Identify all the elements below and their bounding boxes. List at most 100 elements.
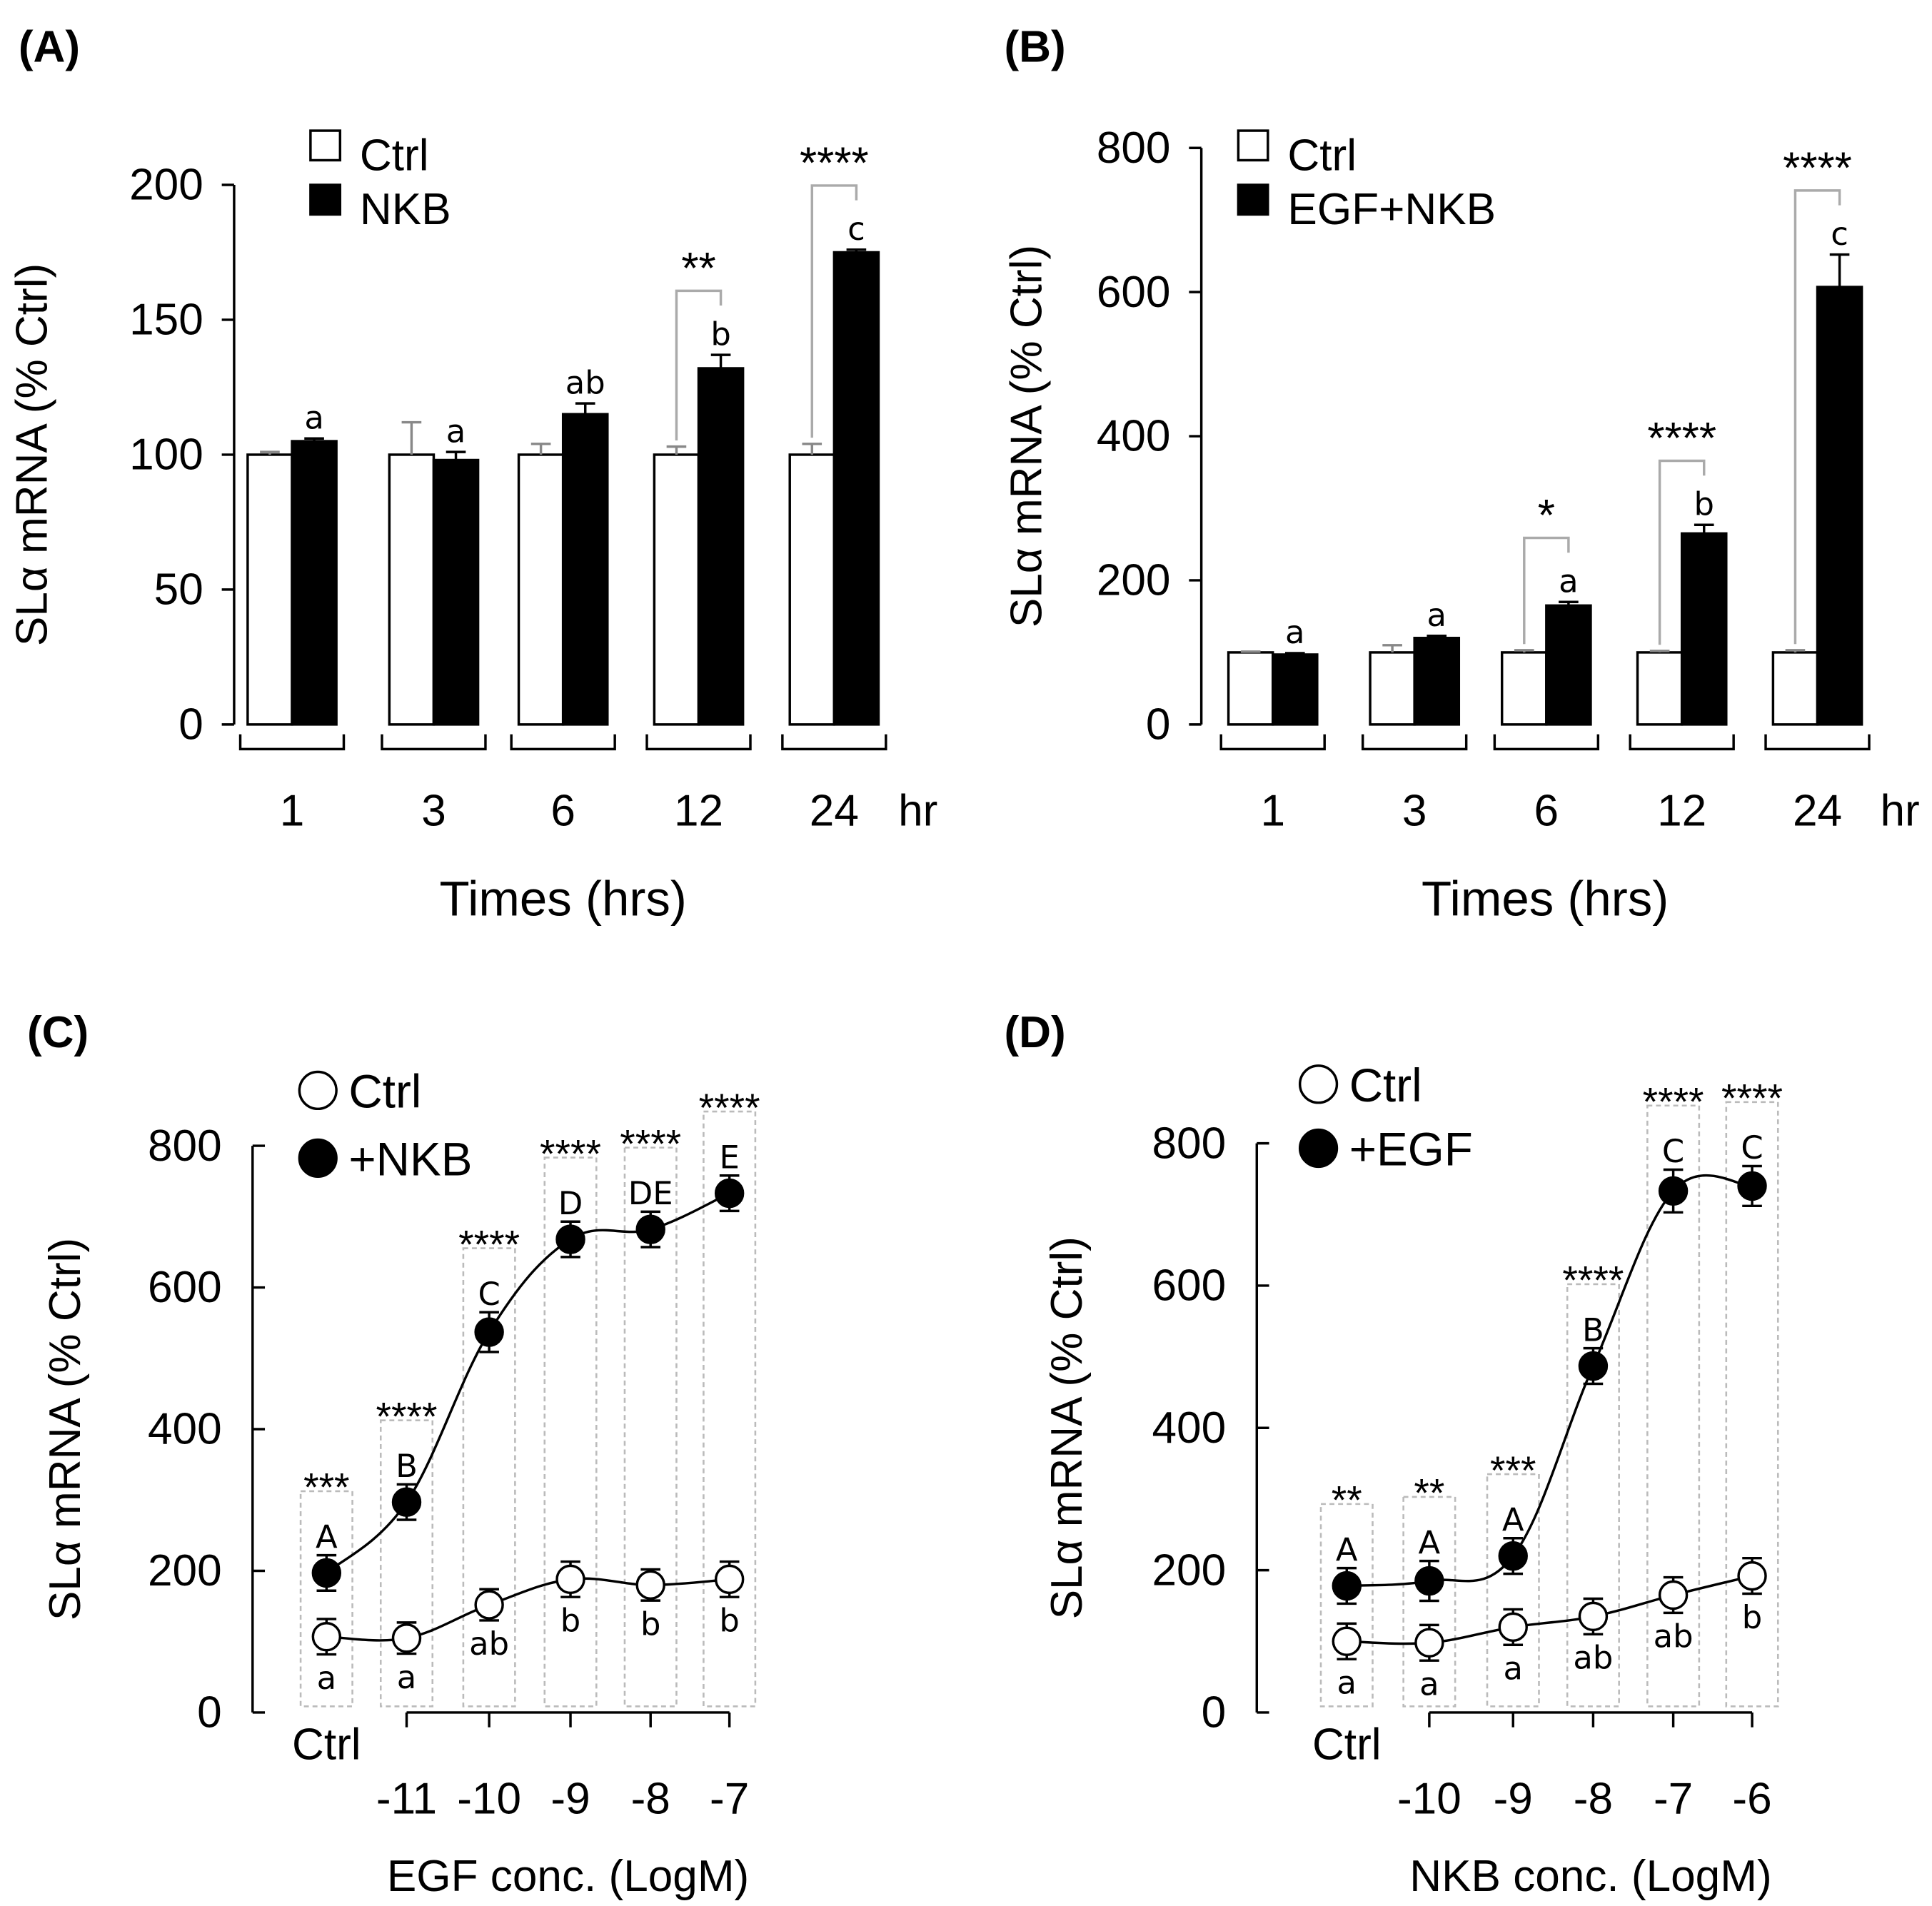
group-letter-lower: ab xyxy=(1573,1639,1613,1677)
error-bar xyxy=(1382,644,1402,652)
x-group-bracket xyxy=(381,734,487,751)
point-ctrl xyxy=(635,1570,665,1600)
group-letter-upper: B xyxy=(1582,1311,1604,1348)
significance-stars: **** xyxy=(540,1131,601,1176)
group-box xyxy=(1402,1496,1456,1708)
group-letter-lower: a xyxy=(1419,1665,1439,1703)
legend-label: Ctrl xyxy=(348,1066,421,1118)
x-tick-label: 1 xyxy=(280,786,305,835)
legend-label: EGF+NKB xyxy=(1287,185,1496,234)
significance-bracket xyxy=(1793,189,1841,645)
significance-stars: **** xyxy=(800,139,869,188)
group-letter-lower: b xyxy=(560,1602,580,1640)
group-box xyxy=(703,1110,757,1708)
y-axis-label: SLα mRNA (% Ctrl) xyxy=(1002,245,1051,627)
error-bar xyxy=(1559,600,1579,606)
x-group-bracket xyxy=(1219,734,1326,751)
error-bar xyxy=(1785,649,1806,652)
significance-bracket xyxy=(675,289,723,440)
point-ctrl xyxy=(474,1590,504,1620)
error-bar xyxy=(1514,649,1534,652)
error-bar xyxy=(530,443,551,455)
x-tick-label-ctrl: Ctrl xyxy=(1312,1720,1382,1770)
x-tick-label: -6 xyxy=(1732,1774,1771,1823)
x-tick-label: -8 xyxy=(1574,1774,1613,1823)
bar-treated xyxy=(697,367,745,726)
y-tick-label: 0 xyxy=(1202,1688,1227,1738)
group-letter-upper: C xyxy=(1662,1132,1684,1170)
bar-ctrl xyxy=(517,453,565,726)
x-group-bracket xyxy=(510,734,616,751)
group-letter-upper: C xyxy=(1741,1129,1763,1166)
group-letter: a xyxy=(1559,562,1579,600)
point-treated xyxy=(1658,1176,1689,1206)
point-treated xyxy=(311,1558,342,1588)
significance-stars: *** xyxy=(303,1466,349,1510)
group-letter-upper: DE xyxy=(628,1174,673,1212)
panel-label: (A) xyxy=(19,22,80,71)
group-letter-lower: b xyxy=(719,1602,739,1640)
group-letter-upper: B xyxy=(396,1447,418,1485)
legend-marker-treated xyxy=(1298,1128,1339,1169)
x-unit-label: hr xyxy=(898,786,937,835)
error-bar xyxy=(802,443,822,455)
point-treated xyxy=(1332,1570,1362,1601)
legend-label: NKB xyxy=(360,185,451,234)
group-letter-lower: ab xyxy=(1654,1618,1694,1655)
y-tick-label: 600 xyxy=(148,1263,222,1312)
significance-stars: **** xyxy=(699,1086,760,1130)
legend-label: Ctrl xyxy=(360,131,429,180)
x-tick-label: 24 xyxy=(1793,786,1842,835)
legend-label: Ctrl xyxy=(1287,131,1357,180)
legend-marker-ctrl xyxy=(298,1070,338,1111)
point-ctrl xyxy=(1332,1626,1362,1656)
group-letter: a xyxy=(446,412,466,450)
bar-ctrl xyxy=(1369,651,1416,726)
group-box xyxy=(1725,1101,1779,1708)
x-tick-label: -7 xyxy=(1654,1774,1693,1823)
point-ctrl xyxy=(1414,1628,1444,1658)
group-letter-lower: b xyxy=(1742,1598,1762,1636)
bar-treated xyxy=(1413,636,1461,726)
y-tick-label: 0 xyxy=(197,1688,222,1738)
error-bar xyxy=(1427,634,1447,638)
group-letter-upper: A xyxy=(1336,1531,1358,1568)
point-treated xyxy=(635,1214,665,1244)
panel-label: (D) xyxy=(1004,1008,1065,1057)
group-box xyxy=(462,1247,516,1708)
significance-stars: **** xyxy=(458,1222,520,1266)
x-tick-label: 12 xyxy=(674,786,723,835)
x-tick-label: -10 xyxy=(1397,1774,1461,1823)
significance-stars: ** xyxy=(1414,1471,1444,1516)
x-axis-label: EGF conc. (LogM) xyxy=(387,1852,749,1901)
significance-stars: **** xyxy=(1647,414,1716,463)
legend-swatch-ctrl xyxy=(309,129,342,162)
bar-treated xyxy=(1545,604,1592,726)
error-bar xyxy=(575,402,595,415)
point-treated xyxy=(714,1178,745,1209)
line-ctrl xyxy=(326,1577,730,1642)
group-box xyxy=(623,1146,678,1708)
y-tick-label: 200 xyxy=(148,1546,222,1595)
y-tick-label: 400 xyxy=(1152,1403,1226,1453)
group-letter-upper: D xyxy=(558,1184,583,1222)
group-letter: b xyxy=(1694,485,1714,523)
point-treated xyxy=(474,1317,504,1347)
bar-ctrl xyxy=(1636,651,1684,726)
group-letter-lower: ab xyxy=(469,1625,509,1663)
bar-ctrl xyxy=(1500,651,1548,726)
point-treated xyxy=(1414,1565,1444,1596)
error-bar xyxy=(446,450,466,460)
group-letter-lower: a xyxy=(1503,1650,1523,1688)
point-ctrl xyxy=(1658,1580,1689,1610)
y-tick-label: 200 xyxy=(1097,556,1171,605)
group-letter: b xyxy=(710,315,730,353)
x-tick-label: 12 xyxy=(1657,786,1706,835)
legend-label: +EGF xyxy=(1349,1124,1473,1176)
bar-ctrl xyxy=(788,453,836,726)
group-box xyxy=(299,1490,353,1708)
significance-stars: ** xyxy=(1332,1478,1362,1523)
point-treated xyxy=(1578,1351,1609,1381)
point-treated xyxy=(391,1487,422,1517)
bar-treated xyxy=(832,251,880,726)
